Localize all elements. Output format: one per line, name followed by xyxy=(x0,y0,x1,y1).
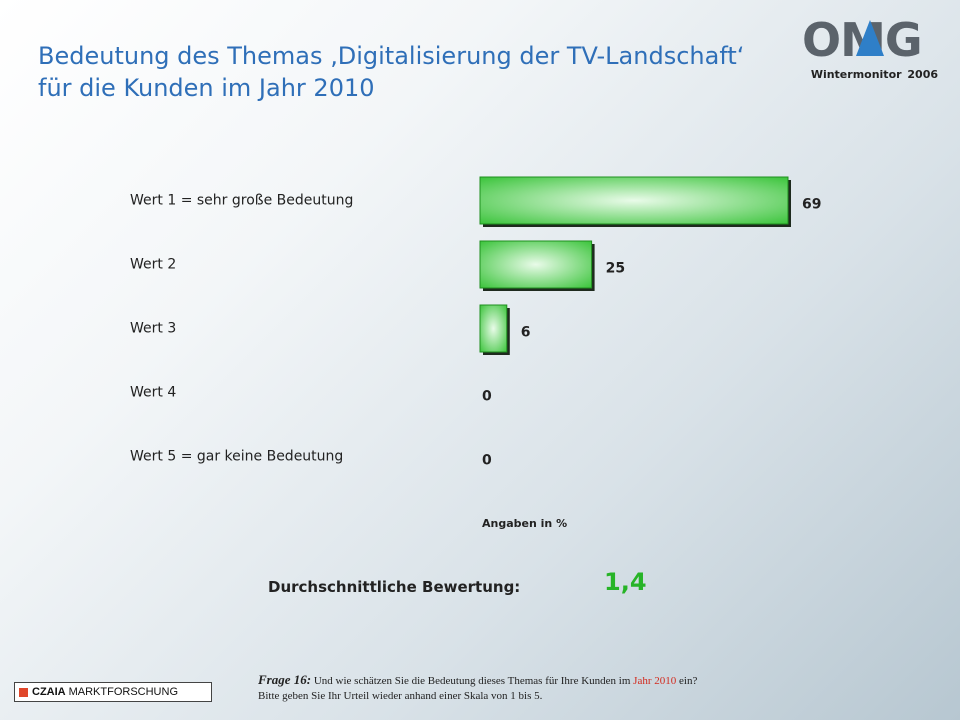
question-part-1: Und wie schätzen Sie die Bedeutung diese… xyxy=(313,675,631,687)
category-label: Wert 3 xyxy=(130,321,176,337)
category-label: Wert 5 = gar keine Bedeutung xyxy=(130,449,343,465)
bar xyxy=(479,304,508,353)
question-line-2: Bitte geben Sie Ihr Urteil wieder anhand… xyxy=(258,690,543,702)
category-label: Wert 2 xyxy=(130,257,176,273)
question-part-2: ein? xyxy=(679,675,698,687)
brand-name-rest: MARKTFORSCHUNG xyxy=(68,686,178,698)
category-label: Wert 1 = sehr große Bedeutung xyxy=(130,193,353,209)
value-label: 6 xyxy=(521,325,531,341)
bars-layer: Wert 1 = sehr große Bedeutung 69 Wert 2 25 W… xyxy=(130,176,821,469)
value-label: 25 xyxy=(606,261,625,277)
question-highlight: Jahr 2010 xyxy=(633,675,677,687)
unit-note: Angaben in % xyxy=(482,517,568,530)
survey-subtitle: Wintermonitor 2006 xyxy=(810,68,938,81)
logo-triangle-icon xyxy=(856,20,884,56)
title-line-1: Bedeutung des Themas ‚Digitalisierung de… xyxy=(38,42,745,70)
omg-logo-graphic: OMG xyxy=(802,13,923,67)
question-text: Frage 16: Und wie schätzen Sie die Bedeu… xyxy=(258,672,818,704)
page-title: Bedeutung des Themas ‚Digitalisierung de… xyxy=(38,40,744,104)
value-label: 0 xyxy=(482,389,492,405)
brand-square-icon xyxy=(19,687,28,697)
brand-name-bold: CZAIA xyxy=(32,686,66,698)
czaia-brand-box: CZAIA MARKTFORSCHUNG xyxy=(14,682,212,702)
value-label: 0 xyxy=(482,453,492,469)
omg-logo: OMG xyxy=(800,12,945,68)
value-label: 69 xyxy=(802,197,821,213)
bar xyxy=(479,176,789,225)
bar xyxy=(479,240,593,289)
title-line-2: für die Kunden im Jahr 2010 xyxy=(38,74,375,102)
average-rating-value: 1,4 xyxy=(604,568,647,596)
category-label: Wert 4 xyxy=(130,385,176,401)
question-label: Frage 16: xyxy=(258,672,312,687)
average-rating-label: Durchschnittliche Bewertung: xyxy=(268,578,521,596)
